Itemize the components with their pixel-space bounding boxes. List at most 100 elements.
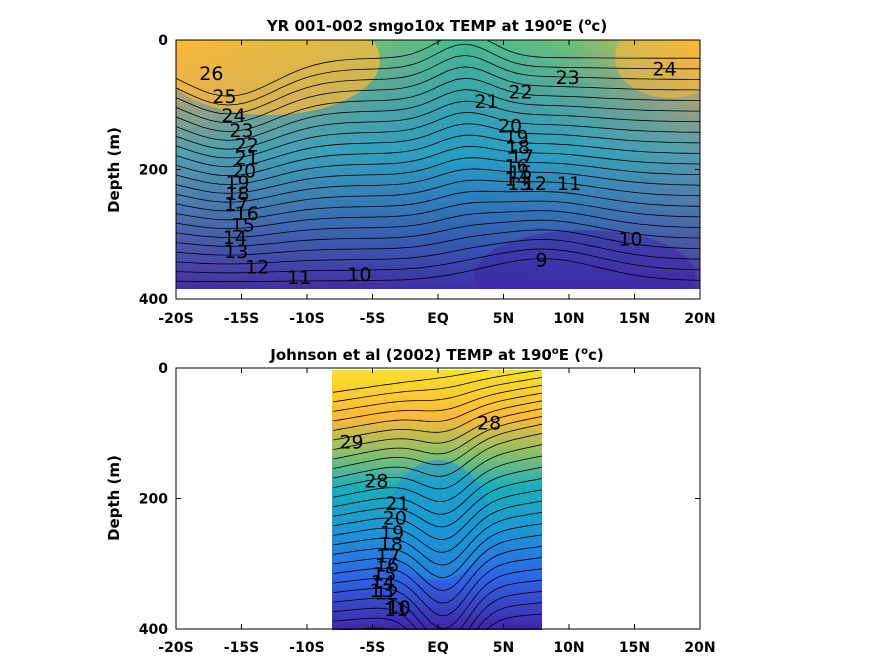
contour-label: 21 bbox=[385, 493, 409, 515]
isotherm-line bbox=[333, 534, 542, 591]
contour-label: 15 bbox=[231, 215, 255, 237]
isotherm-line bbox=[176, 179, 700, 212]
panel1-x-axis: -20S -15S -10S -5S EQ 5N 10N 15N 20N bbox=[158, 40, 716, 327]
isotherm-line bbox=[333, 370, 542, 403]
isotherm-line bbox=[176, 89, 700, 141]
contour-label: 24 bbox=[653, 59, 677, 81]
contour-label: 22 bbox=[235, 134, 259, 156]
contour-label: 28 bbox=[364, 470, 388, 492]
y-tick-label: 200 bbox=[139, 163, 168, 179]
contour-label: 9 bbox=[535, 250, 547, 272]
x-tick-label: -15S bbox=[224, 640, 259, 656]
isotherm-line bbox=[333, 392, 542, 431]
contour-label: 17 bbox=[376, 545, 400, 567]
isotherm-line bbox=[333, 545, 542, 604]
contour-label: 19 bbox=[225, 172, 249, 194]
x-tick-label: -5S bbox=[360, 311, 386, 327]
panel2-isotherms bbox=[333, 370, 542, 630]
y-tick-label: 400 bbox=[139, 292, 168, 308]
isotherm-line bbox=[333, 408, 542, 450]
contour-label: 21 bbox=[474, 91, 498, 113]
contour-label: 11 bbox=[557, 173, 581, 195]
x-tick-label: EQ bbox=[427, 311, 449, 327]
isotherm-line bbox=[176, 157, 700, 194]
isotherm-line bbox=[176, 258, 700, 282]
isotherm-line bbox=[337, 613, 542, 630]
contour-label: 14 bbox=[223, 227, 247, 249]
isotherm-line bbox=[333, 370, 491, 393]
contour-label: 24 bbox=[222, 105, 246, 127]
contour-label: 18 bbox=[225, 183, 249, 205]
contour-label: 13 bbox=[224, 241, 248, 263]
isotherm-line bbox=[333, 455, 542, 503]
contour-label: 14 bbox=[505, 169, 529, 191]
isotherm-line bbox=[333, 432, 542, 479]
contour-label: 16 bbox=[235, 203, 259, 225]
isotherm-line bbox=[333, 557, 542, 617]
panel2-y-axis-label: Depth (m) bbox=[105, 455, 123, 541]
isotherm-line bbox=[176, 112, 700, 159]
panel1-y-axis: 0 200 400 bbox=[139, 33, 700, 308]
contour-label: 18 bbox=[506, 136, 530, 158]
contour-label: 20 bbox=[498, 116, 522, 138]
isotherm-line bbox=[176, 66, 700, 124]
isotherm-line bbox=[333, 466, 542, 515]
contour-label: 12 bbox=[375, 583, 399, 605]
y-tick-label: 0 bbox=[158, 361, 168, 377]
isotherm-line bbox=[333, 415, 542, 460]
x-tick-label: -10S bbox=[289, 311, 324, 327]
isotherm-line bbox=[333, 500, 542, 553]
contour-label: 11 bbox=[384, 599, 408, 621]
isotherm-line bbox=[333, 602, 542, 630]
isotherm-line bbox=[176, 210, 700, 238]
contour-label: 21 bbox=[235, 147, 259, 169]
isotherm-line bbox=[333, 444, 542, 490]
isotherm-line bbox=[176, 43, 700, 106]
y-tick-label: 0 bbox=[158, 33, 168, 49]
isotherm-line bbox=[333, 590, 542, 630]
x-tick-label: -10S bbox=[289, 640, 324, 656]
contour-label: 22 bbox=[508, 81, 532, 103]
contour-label: 20 bbox=[383, 508, 407, 530]
panel1-isotherms bbox=[176, 40, 700, 282]
isotherm-line bbox=[333, 512, 542, 566]
panel1-title: YR 001-002 smgo10x TEMP at 190oE (oc) bbox=[266, 17, 607, 35]
isotherm-line bbox=[333, 478, 542, 528]
x-tick-label: -20S bbox=[158, 640, 193, 656]
contour-label: 10 bbox=[618, 228, 642, 250]
isotherm-line bbox=[333, 523, 542, 579]
contour-label: 17 bbox=[224, 193, 248, 215]
panel2-y-axis: 0 200 400 bbox=[139, 361, 700, 638]
x-tick-label: 10N bbox=[553, 640, 584, 656]
isotherm-line bbox=[176, 190, 700, 221]
isotherm-line bbox=[176, 77, 700, 132]
isotherm-line bbox=[176, 145, 700, 185]
contour-label: 25 bbox=[212, 86, 236, 108]
isotherm-line bbox=[333, 400, 542, 441]
isotherm-line bbox=[333, 423, 542, 469]
isotherm-line bbox=[333, 377, 542, 412]
contour-label: 12 bbox=[245, 257, 269, 279]
contour-label: 17 bbox=[510, 146, 534, 168]
panel-1: YR 001-002 smgo10x TEMP at 190oE (oc) 26… bbox=[105, 17, 716, 327]
x-tick-label: -15S bbox=[224, 311, 259, 327]
x-tick-label: EQ bbox=[427, 640, 449, 656]
panel2-title: Johnson et al (2002) TEMP at 190oE (oc) bbox=[269, 346, 603, 364]
contour-label: 23 bbox=[229, 120, 253, 142]
contour-label: 18 bbox=[379, 534, 403, 556]
isotherm-line bbox=[176, 248, 700, 274]
contour-label: 16 bbox=[505, 156, 529, 178]
isotherm-line bbox=[176, 134, 700, 177]
x-tick-label: -20S bbox=[158, 311, 193, 327]
contour-label: 15 bbox=[372, 564, 396, 586]
x-tick-label: 15N bbox=[619, 311, 650, 327]
y-tick-label: 200 bbox=[139, 492, 168, 508]
x-tick-label: 5N bbox=[493, 640, 514, 656]
isotherm-line bbox=[176, 238, 700, 265]
contour-label: 11 bbox=[287, 267, 311, 289]
isotherm-line bbox=[176, 168, 700, 203]
